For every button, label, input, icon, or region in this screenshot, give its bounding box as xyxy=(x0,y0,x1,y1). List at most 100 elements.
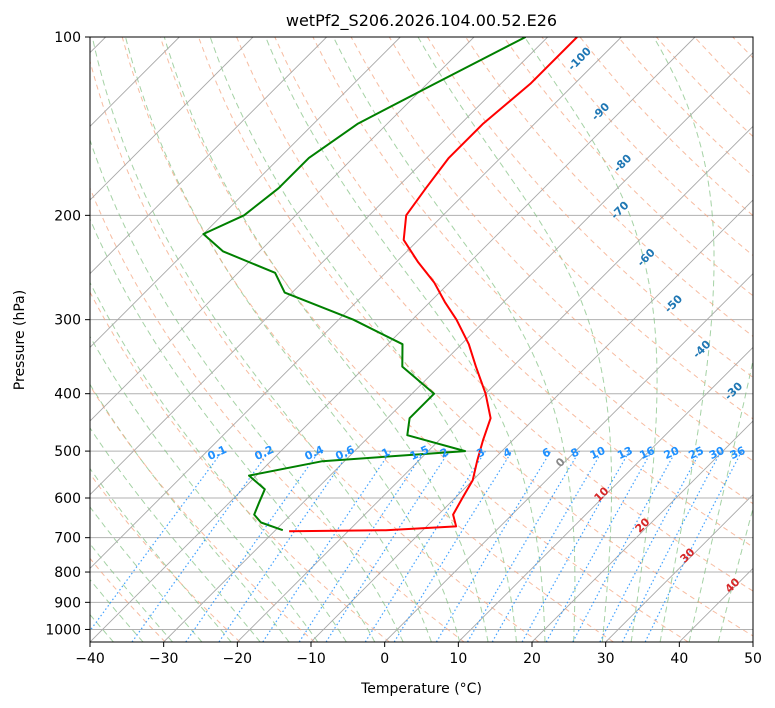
mixing-ratio-label: 13 xyxy=(615,444,634,462)
x-tick-label: 40 xyxy=(670,651,688,667)
isotherm-line xyxy=(384,273,753,642)
x-tick-label: 30 xyxy=(597,651,615,667)
dewpoint-profile xyxy=(202,37,527,532)
mixing-ratio-line xyxy=(644,450,743,642)
x-tick-label: −10 xyxy=(296,651,326,667)
isotherm-line xyxy=(90,37,475,422)
mixing-ratio-line xyxy=(325,450,450,642)
moist-adiabat xyxy=(688,358,753,642)
mixing-ratio-label: 16 xyxy=(638,444,658,462)
moist-adiabat xyxy=(125,37,461,642)
dry-adiabat xyxy=(503,37,753,297)
dry-adiabat xyxy=(159,37,689,642)
mixing-ratio-line xyxy=(521,450,631,642)
y-tick-label: 800 xyxy=(54,565,81,581)
moist-adiabat xyxy=(163,37,489,642)
y-tick-label: 1000 xyxy=(45,622,81,638)
x-tick-label: 50 xyxy=(744,651,762,667)
sounding-profiles xyxy=(202,37,578,533)
moist-adiabat xyxy=(417,37,612,642)
dry-adiabat xyxy=(90,291,390,642)
mixing-ratio-line xyxy=(90,450,223,632)
dry-adiabat xyxy=(90,557,166,642)
mixing-ratio-line xyxy=(218,450,351,642)
moist-adiabat xyxy=(332,37,576,642)
dry-adiabat xyxy=(388,37,753,420)
mixing-ratio-line xyxy=(185,450,320,642)
moist-adiabat xyxy=(90,542,173,642)
isotherm-line xyxy=(310,199,753,642)
moist-adiabat xyxy=(90,506,203,642)
mixing-ratio-label: 25 xyxy=(687,444,706,462)
moist-adiabat xyxy=(717,506,753,642)
moist-adiabat xyxy=(653,37,715,642)
moist-adiabat xyxy=(265,37,546,642)
isotherm-line xyxy=(237,125,753,642)
moist-adiabat xyxy=(90,578,144,642)
mixing-ratio-lines xyxy=(90,450,743,642)
mixing-ratio-label: 30 xyxy=(707,444,727,462)
moist-adiabats xyxy=(90,37,753,642)
mixing-ratio-line xyxy=(572,450,677,642)
y-tick-label: 500 xyxy=(54,444,81,460)
isotherm-line xyxy=(90,37,327,275)
plot-frame xyxy=(89,36,754,643)
dry-adiabat xyxy=(350,37,753,462)
x-tick-label: −30 xyxy=(149,651,179,667)
y-tick-label: 900 xyxy=(54,595,81,611)
mixing-ratio-label: 36 xyxy=(728,444,748,462)
moist-adiabat xyxy=(91,37,432,642)
dry-adiabat xyxy=(90,186,465,642)
moist-adiabat xyxy=(90,383,290,642)
dry-adiabat xyxy=(90,384,316,642)
y-tick-label: 600 xyxy=(54,491,81,507)
y-tick-label: 700 xyxy=(54,531,81,547)
temperature-profile xyxy=(289,37,578,533)
isotherm-line xyxy=(90,37,548,496)
moist-adiabat xyxy=(524,37,658,642)
x-axis-label: Temperature (°C) xyxy=(360,681,482,697)
dry-adiabat xyxy=(312,37,753,505)
moist-adiabat xyxy=(90,427,261,642)
mixing-ratio-line xyxy=(262,450,392,642)
chart-title: wetPf2_S206.2026.104.00.52.E26 xyxy=(286,11,557,31)
plot-area: 0.1 0.2 0.4 0.6 1 1.5 2 3 4 6 8 10 13 16 20 25 30 36-100-… xyxy=(90,37,753,642)
moist-adiabat xyxy=(209,37,517,642)
dry-adiabat xyxy=(121,37,614,642)
moist-adiabat xyxy=(90,467,232,642)
y-axis-label: Pressure (hPa) xyxy=(12,290,28,390)
axes-ticks: −40 −30 −20 −10 0 10 20 30 40 50 100 200 300 400 500 60… xyxy=(45,30,762,667)
y-tick-label: 300 xyxy=(54,313,81,329)
moist-adiabat xyxy=(90,281,347,642)
isotherm-line xyxy=(90,37,401,348)
y-tick-label: 400 xyxy=(54,387,81,403)
x-tick-label: 0 xyxy=(380,651,389,667)
x-tick-label: 20 xyxy=(523,651,541,667)
moist-adiabat xyxy=(90,335,319,642)
isotherm-line xyxy=(458,346,753,642)
moist-adiabat xyxy=(90,138,404,642)
isotherm-line xyxy=(605,494,753,642)
dry-adiabat xyxy=(465,37,753,338)
isotherm-line xyxy=(531,420,753,642)
isotherm-line xyxy=(90,37,254,201)
dry-adiabat xyxy=(236,37,753,592)
mixing-ratio-line xyxy=(131,450,270,642)
mixing-ratio-line xyxy=(545,450,653,642)
mixing-ratio-label: 20 xyxy=(662,444,682,462)
y-tick-label: 100 xyxy=(54,30,81,46)
mixing-ratio-label: 10 xyxy=(588,444,608,462)
mixing-ratio-line xyxy=(393,450,513,642)
mixing-ratio-line xyxy=(298,450,425,642)
y-tick-label: 200 xyxy=(54,208,81,224)
dry-adiabat xyxy=(90,59,540,642)
x-tick-label: −40 xyxy=(75,651,105,667)
dry-adiabat xyxy=(274,37,753,548)
isotherm-line xyxy=(90,37,622,569)
dry-adiabat xyxy=(90,472,241,642)
x-tick-label: 10 xyxy=(449,651,467,667)
pressure-gridlines xyxy=(90,37,753,630)
x-tick-label: −20 xyxy=(223,651,253,667)
